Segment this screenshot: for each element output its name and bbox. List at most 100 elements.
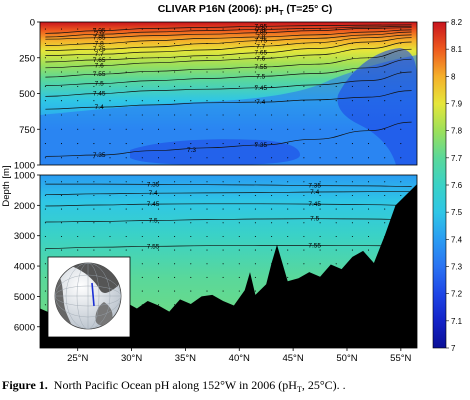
sample-dot: [287, 71, 289, 73]
sample-dot: [190, 57, 192, 59]
sample-dot: [93, 143, 95, 145]
sample-dot: [238, 263, 240, 265]
sample-dot: [190, 85, 192, 87]
sample-dot: [109, 85, 111, 87]
sample-dot: [77, 194, 79, 197]
sample-dot: [271, 222, 273, 224]
sample-dot: [206, 114, 208, 116]
sample-dot: [303, 114, 305, 116]
sample-dot: [351, 194, 353, 197]
sample-dot: [319, 263, 321, 265]
sample-dot: [254, 100, 256, 102]
sample-dot: [44, 181, 46, 183]
sample-dot: [206, 235, 208, 238]
sample-dot: [222, 263, 224, 265]
sample-dot: [190, 100, 192, 102]
sample-dot: [222, 208, 224, 210]
sample-dot: [384, 28, 386, 30]
sample-dot: [400, 128, 402, 130]
sample-dot: [319, 128, 321, 130]
sample-dot: [351, 71, 353, 73]
sample-dot: [367, 194, 370, 197]
sample-dot: [238, 208, 240, 210]
sample-dot: [141, 194, 143, 197]
x-tick-label: 55°N: [390, 353, 411, 364]
sample-dot: [303, 100, 305, 102]
sample-dot: [60, 208, 63, 210]
sample-dot: [319, 181, 321, 183]
sample-dot: [367, 235, 370, 238]
sample-dot: [238, 28, 240, 30]
sample-dot: [287, 263, 289, 265]
sample-dot: [157, 249, 160, 251]
sample-dot: [174, 208, 176, 210]
sample-dot: [141, 249, 143, 251]
lower-contours: 7.35 7.357.4 7.47.45 7.457.5 7.57.55 7.55: [45, 181, 412, 250]
sample-dot: [287, 42, 289, 45]
sample-dot: [141, 42, 143, 45]
sample-dot: [77, 100, 79, 102]
sample-dot: [190, 143, 192, 145]
sample-dot: [367, 100, 370, 102]
sample-dot: [206, 57, 208, 59]
sample-dot: [206, 276, 208, 278]
sample-dot: [254, 71, 256, 73]
sample-dot: [174, 42, 176, 45]
sample-dot: [254, 28, 256, 30]
sample-dot: [335, 194, 337, 197]
sample-dot: [141, 28, 143, 30]
contour-label: 7.5: [310, 216, 319, 223]
sample-dot: [141, 114, 143, 116]
sample-dot: [44, 57, 46, 59]
sample-dot: [335, 143, 337, 145]
sample-dot: [351, 222, 353, 224]
title-suffix: (T=25° C): [283, 3, 332, 15]
caption-subscript: T: [297, 385, 302, 394]
sample-dot: [287, 85, 289, 87]
sample-dot: [238, 222, 240, 224]
sample-dot: [157, 100, 160, 102]
sample-dot: [60, 71, 63, 73]
sample-dot: [174, 194, 176, 197]
sample-dot: [60, 181, 63, 183]
sample-dot: [238, 71, 240, 73]
sample-dot: [303, 194, 305, 197]
sample-dot: [400, 71, 402, 73]
sample-dot: [367, 249, 370, 251]
sample-dot: [222, 100, 224, 102]
sample-dot: [384, 128, 386, 130]
sample-dot: [141, 85, 143, 87]
sample-dot: [351, 208, 353, 210]
sample-dot: [93, 57, 95, 59]
sample-dot: [109, 181, 111, 183]
contour-label: 7.95: [254, 23, 267, 30]
sample-dot: [125, 128, 127, 130]
sample-dot: [367, 42, 370, 45]
sample-dot: [271, 100, 273, 102]
sample-dot: [254, 290, 256, 292]
sample-dot: [222, 42, 224, 45]
x-tick-label: 35°N: [175, 353, 196, 364]
sample-dot: [93, 71, 95, 73]
sample-dot: [303, 143, 305, 145]
locator-globe-inset: [47, 256, 131, 338]
sample-dot: [206, 194, 208, 197]
sample-dot: [157, 181, 160, 183]
upper-low-ph-core: [337, 48, 417, 165]
contour-label: 7.55: [308, 242, 321, 249]
sample-dot: [271, 208, 273, 210]
sample-dot: [157, 263, 160, 265]
sample-dot: [77, 85, 79, 87]
sample-dot: [174, 249, 176, 251]
sample-dot: [238, 100, 240, 102]
contour-7.45: [45, 71, 412, 97]
sample-dot: [319, 71, 321, 73]
contour-label: 7.8: [95, 41, 104, 48]
sample-dot: [141, 128, 143, 130]
sample-dot: [384, 181, 386, 183]
sample-dot: [384, 100, 386, 102]
colorbar-tick-label: 7.5: [451, 208, 463, 217]
contour-label: 7.85: [254, 30, 267, 37]
sample-dot: [206, 85, 208, 87]
